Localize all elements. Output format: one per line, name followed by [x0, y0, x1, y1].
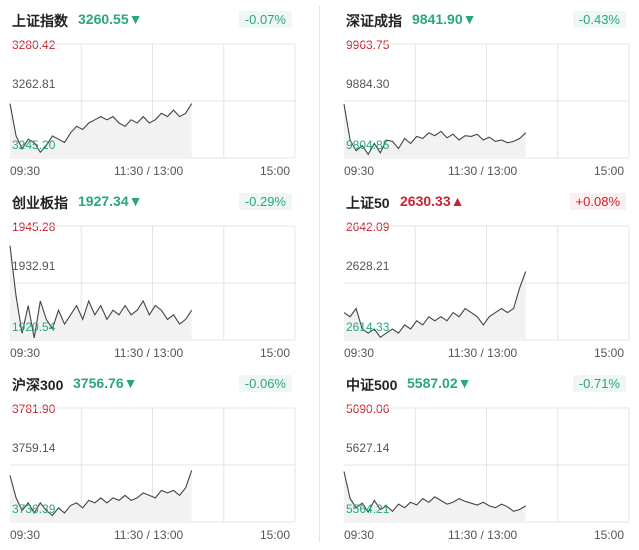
index-change: -0.06%: [238, 375, 292, 392]
index-name[interactable]: 沪深300: [12, 377, 64, 393]
x-start-label: 09:30: [344, 346, 375, 360]
price-area: [344, 104, 526, 158]
index-price: 1927.34▼: [78, 193, 143, 209]
intraday-chart[interactable]: [343, 225, 630, 341]
x-end-label: 15:00: [594, 164, 625, 178]
index-price: 3756.76▼: [73, 375, 138, 391]
index-change: -0.71%: [572, 375, 626, 392]
index-price: 9841.90▼: [412, 11, 477, 27]
intraday-chart[interactable]: [9, 407, 296, 523]
index-price: 2630.33▲: [400, 193, 465, 209]
x-mid-label: 11:30 / 13:00: [114, 346, 184, 360]
x-start-label: 09:30: [344, 528, 375, 542]
price-line: [9, 470, 193, 517]
price-area: [10, 245, 192, 340]
price-line: [343, 271, 527, 338]
x-mid-label: 11:30 / 13:00: [448, 346, 518, 360]
y-mid-label: 1932.91: [12, 259, 56, 273]
index-price: 3260.55▼: [78, 11, 143, 27]
y-mid-label: 3759.14: [12, 441, 56, 455]
price-line: [9, 103, 193, 154]
index-header: 上证50 2630.33▲ +0.08%: [334, 188, 634, 214]
index-change: -0.29%: [238, 193, 292, 210]
y-mid-label: 9884.30: [346, 77, 390, 91]
x-start-label: 09:30: [10, 164, 41, 178]
y-high-label: 9963.75: [346, 38, 390, 52]
intraday-chart[interactable]: [9, 225, 296, 341]
x-end-label: 15:00: [594, 346, 625, 360]
index-name[interactable]: 中证500: [346, 377, 398, 393]
index-panel[interactable]: 上证50 2630.33▲ +0.08% 2642.09 2628.21 261…: [334, 188, 634, 364]
y-mid-label: 5627.14: [346, 441, 390, 455]
y-low-label: 1920.54: [12, 320, 56, 334]
index-panel[interactable]: 深证成指 9841.90▼ -0.43% 9963.75 9884.30 980…: [334, 6, 634, 182]
x-start-label: 09:30: [344, 164, 375, 178]
price-area: [344, 271, 526, 340]
price-line: [343, 104, 527, 156]
x-mid-label: 11:30 / 13:00: [114, 528, 184, 542]
index-header: 创业板指 1927.34▼ -0.29%: [0, 188, 300, 214]
x-end-label: 15:00: [260, 164, 291, 178]
index-name[interactable]: 创业板指: [12, 195, 68, 211]
index-header: 沪深300 3756.76▼ -0.06%: [0, 370, 300, 396]
index-header: 深证成指 9841.90▼ -0.43%: [334, 6, 634, 32]
price-area: [10, 470, 192, 522]
intraday-chart[interactable]: [343, 43, 630, 159]
x-mid-label: 11:30 / 13:00: [448, 164, 518, 178]
y-high-label: 2642.09: [346, 220, 390, 234]
x-mid-label: 11:30 / 13:00: [448, 528, 518, 542]
y-low-label: 5564.21: [346, 502, 390, 516]
intraday-chart[interactable]: [343, 407, 630, 523]
y-high-label: 3280.42: [12, 38, 56, 52]
index-panel[interactable]: 上证指数 3260.55▼ -0.07% 3280.42 3262.81 324…: [0, 6, 300, 182]
index-name[interactable]: 深证成指: [346, 13, 402, 29]
price-area: [10, 103, 192, 158]
index-change: -0.43%: [572, 11, 626, 28]
x-mid-label: 11:30 / 13:00: [114, 164, 184, 178]
index-change: -0.07%: [238, 11, 292, 28]
index-name[interactable]: 上证指数: [12, 13, 68, 29]
index-price: 5587.02▼: [407, 375, 472, 391]
y-high-label: 3781.90: [12, 402, 56, 416]
y-low-label: 3736.39: [12, 502, 56, 516]
index-panel[interactable]: 中证500 5587.02▼ -0.71% 5690.06 5627.14 55…: [334, 370, 634, 546]
x-end-label: 15:00: [594, 528, 625, 542]
index-panel[interactable]: 创业板指 1927.34▼ -0.29% 1945.28 1932.91 192…: [0, 188, 300, 364]
y-mid-label: 3262.81: [12, 77, 56, 91]
index-panel[interactable]: 沪深300 3756.76▼ -0.06% 3781.90 3759.14 37…: [0, 370, 300, 546]
x-end-label: 15:00: [260, 346, 291, 360]
y-mid-label: 2628.21: [346, 259, 390, 273]
y-high-label: 5690.06: [346, 402, 390, 416]
price-line: [343, 471, 526, 514]
intraday-chart[interactable]: [9, 43, 296, 159]
x-start-label: 09:30: [10, 346, 41, 360]
x-end-label: 15:00: [260, 528, 291, 542]
index-name[interactable]: 上证50: [346, 195, 390, 211]
index-change: +0.08%: [569, 193, 626, 210]
y-high-label: 1945.28: [12, 220, 56, 234]
y-low-label: 3245.20: [12, 138, 56, 152]
index-header: 上证指数 3260.55▼ -0.07%: [0, 6, 300, 32]
index-header: 中证500 5587.02▼ -0.71%: [334, 370, 634, 396]
price-line: [9, 245, 193, 339]
x-start-label: 09:30: [10, 528, 41, 542]
y-low-label: 2614.33: [346, 320, 390, 334]
price-area: [344, 471, 526, 522]
column-divider: [319, 6, 320, 542]
y-low-label: 9804.85: [346, 138, 390, 152]
